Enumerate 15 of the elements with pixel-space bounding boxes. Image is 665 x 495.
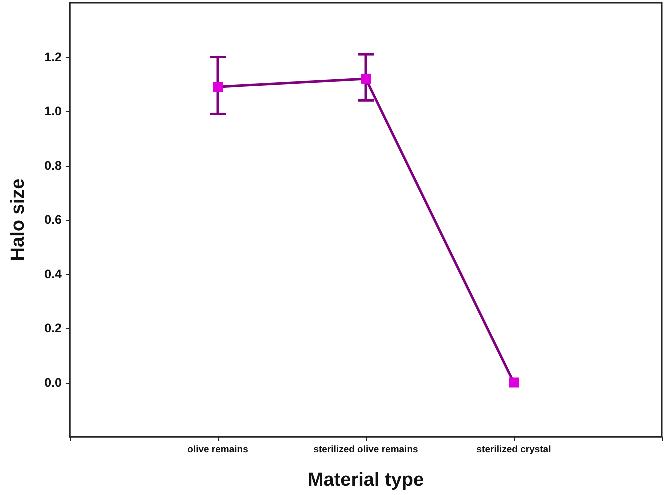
y-tick-label: 1.2 [44,50,62,64]
y-tick-label: 0.2 [44,322,62,336]
x-axis-title: Material type [308,470,424,491]
y-tick-label: 0.8 [44,158,62,173]
y-tick-label: 1.0 [44,104,62,118]
y-tick-label: 0.6 [44,213,62,227]
point [361,74,371,84]
y-axis-title: Halo size [8,178,29,262]
point [509,378,519,388]
x-tick-label: sterilized olive remains [314,444,418,456]
x-tick-label: sterilized crystal [476,444,552,456]
point [213,82,223,92]
x-tick-label: olive remains [188,444,248,456]
y-tick-label: 0.4 [44,267,62,282]
y-tick-label: 0.0 [44,376,62,390]
